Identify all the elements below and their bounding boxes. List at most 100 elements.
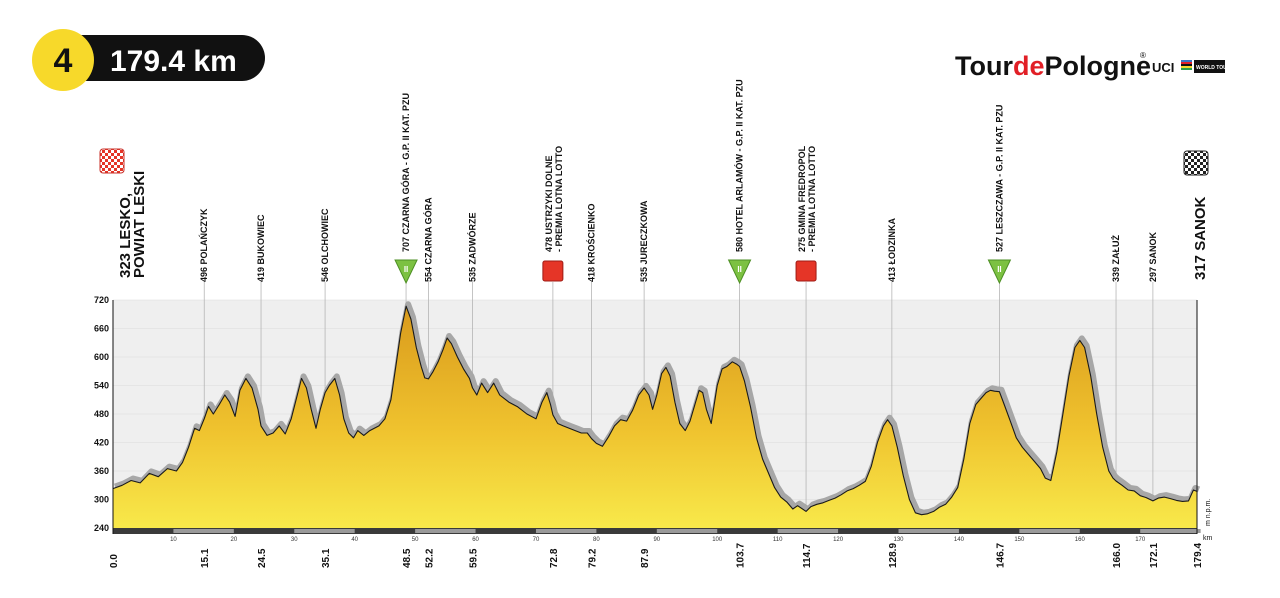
x-major-tick-label: 52.2 [424, 548, 435, 568]
waypoint-label: 554 CZARNA GÓRA [422, 197, 433, 282]
start-label-line2: POWIAT LESKI [131, 171, 148, 278]
x-major-tick-label: 179.4 [1193, 543, 1204, 568]
y-unit-label: m n.p.m. [1205, 499, 1212, 526]
x-minor-tick-label: 20 [231, 537, 238, 543]
y-tick-label: 240 [94, 523, 109, 533]
waypoint-label-line2: - PREMIA LOTNA LOTTO [554, 146, 564, 252]
km-axis-segment [656, 529, 718, 533]
waypoint-label: 580 HOTEL ARLAMÓW - G.P. II KAT. PZU [734, 79, 745, 252]
x-minor-tick-label: 100 [712, 537, 723, 543]
y-tick-label: 360 [94, 466, 109, 476]
waypoint-label: 419 BUKOWIEC [256, 214, 266, 282]
x-major-tick-label: 114.7 [802, 543, 813, 568]
x-minor-tick-label: 150 [1014, 537, 1025, 543]
start-flag-icon [99, 148, 125, 174]
x-minor-tick-label: 40 [351, 537, 358, 543]
waypoint-label: 275 GMINA FREDROPOL [797, 145, 807, 252]
waypoint-label: 496 POLAŃCZYK [199, 208, 209, 282]
x-major-tick-label: 146.7 [995, 543, 1006, 568]
x-major-tick-label: 48.5 [402, 548, 413, 568]
x-major-tick-label: 166.0 [1112, 543, 1123, 568]
x-minor-tick-label: 30 [291, 537, 298, 543]
waypoint-label: 297 SANOK [1148, 231, 1158, 282]
distance-pill [60, 35, 265, 81]
km-axis-segment [1019, 529, 1080, 533]
km-axis-segment [777, 529, 839, 533]
waypoint-label: 418 KROŚCIENKO [586, 203, 597, 282]
stage-number-circle [32, 29, 94, 91]
x-major-tick-label: 128.9 [888, 543, 899, 568]
brand-tour: Tour [955, 51, 1013, 81]
brand-de: de [1013, 51, 1045, 81]
x-major-tick-label: 103.7 [736, 543, 747, 568]
kom-badge-label: II [737, 265, 741, 274]
stage-badge: 4 179.4 km [32, 29, 265, 91]
km-axis-segment [415, 529, 476, 533]
waypoint-label: 535 ZADWÓRZE [467, 212, 478, 282]
kom-icon [394, 259, 418, 285]
uci-label: UCI [1152, 60, 1174, 75]
x-minor-tick-label: 10 [170, 537, 177, 543]
brand-wordmark: TourdePologne [955, 51, 1151, 81]
kom-badge-label: II [997, 265, 1001, 274]
y-tick-label: 600 [94, 352, 109, 362]
kom-icon [987, 259, 1012, 285]
brand-pologne: Pologne [1045, 51, 1152, 81]
waypoint-label: 707 CZARNA GÓRA - G.P. II KAT. PZU [400, 93, 411, 252]
elevation-area [113, 306, 1197, 528]
elevation-line [112, 305, 1198, 516]
x-minor-tick-label: 60 [472, 537, 479, 543]
x-unit-label: km [1203, 535, 1213, 542]
km-axis-segment [173, 529, 234, 533]
x-minor-tick-label: 160 [1075, 537, 1086, 543]
world-tour-label: WORLD TOUR [1196, 65, 1231, 71]
sprint-icon [795, 260, 817, 282]
registered-mark: ® [1140, 51, 1146, 60]
x-minor-tick-label: 130 [893, 537, 904, 543]
stage-distance: 179.4 km [110, 45, 237, 78]
waypoint-label: 546 OLCHOWIEC [320, 208, 330, 282]
km-axis-segment [535, 529, 597, 533]
x-minor-tick-label: 170 [1135, 537, 1146, 543]
kom-badge-label: II [404, 265, 408, 274]
x-major-tick-label: 15.1 [200, 548, 211, 568]
y-tick-label: 540 [94, 381, 109, 391]
sprint-icon [542, 260, 564, 282]
km-axis-strip [113, 528, 1197, 534]
x-major-tick-label: 35.1 [321, 548, 332, 568]
km-axis-segment [1140, 529, 1201, 533]
y-tick-label: 300 [94, 495, 109, 505]
waypoint-label: 413 ŁODZINKA [887, 217, 897, 282]
y-tick-label: 480 [94, 409, 109, 419]
x-major-tick-label: 172.1 [1149, 543, 1160, 568]
finish-label: 317 SANOK [1192, 196, 1209, 280]
tour-de-pologne-logo: TourdePologne ® UCI WORLD TOUR [955, 51, 1231, 81]
x-major-tick-label: 24.5 [257, 548, 268, 568]
y-tick-label: 720 [94, 295, 109, 305]
x-major-tick-label: 79.2 [588, 548, 599, 568]
stage-number: 4 [54, 42, 73, 80]
waypoint-label: 478 USTRZYKI DOLNE [544, 155, 554, 252]
x-minor-tick-label: 110 [773, 537, 783, 543]
x-major-tick-label: 0.0 [109, 554, 120, 568]
x-minor-tick-label: 70 [533, 537, 540, 543]
x-major-tick-label: 59.5 [469, 548, 480, 568]
kom-icon [727, 259, 752, 285]
km-axis-segment [898, 529, 959, 533]
finish-flag-icon [1183, 150, 1209, 176]
waypoint-label: 339 ZAŁUŻ [1111, 234, 1121, 282]
start-label-line1: 323 LESKO, [117, 193, 134, 278]
km-axis-segment [294, 529, 355, 533]
x-minor-tick-label: 120 [833, 537, 844, 543]
x-minor-tick-label: 50 [412, 537, 419, 543]
waypoint-label: 527 LESZCZAWA - G.P. II KAT. PZU [994, 105, 1004, 252]
plot-area: 240 300 360 420 480 540 600 660 720 10 20 30 40 50 60 7… [94, 79, 1213, 568]
x-minor-tick-label: 80 [593, 537, 600, 543]
x-major-tick-label: 87.9 [640, 548, 651, 568]
x-minor-tick-label: 140 [954, 537, 965, 543]
waypoint-label: 535 JURECZKOWA [639, 200, 649, 282]
x-minor-tick-label: 90 [653, 537, 660, 543]
uci-rainbow-icon [1181, 60, 1192, 70]
